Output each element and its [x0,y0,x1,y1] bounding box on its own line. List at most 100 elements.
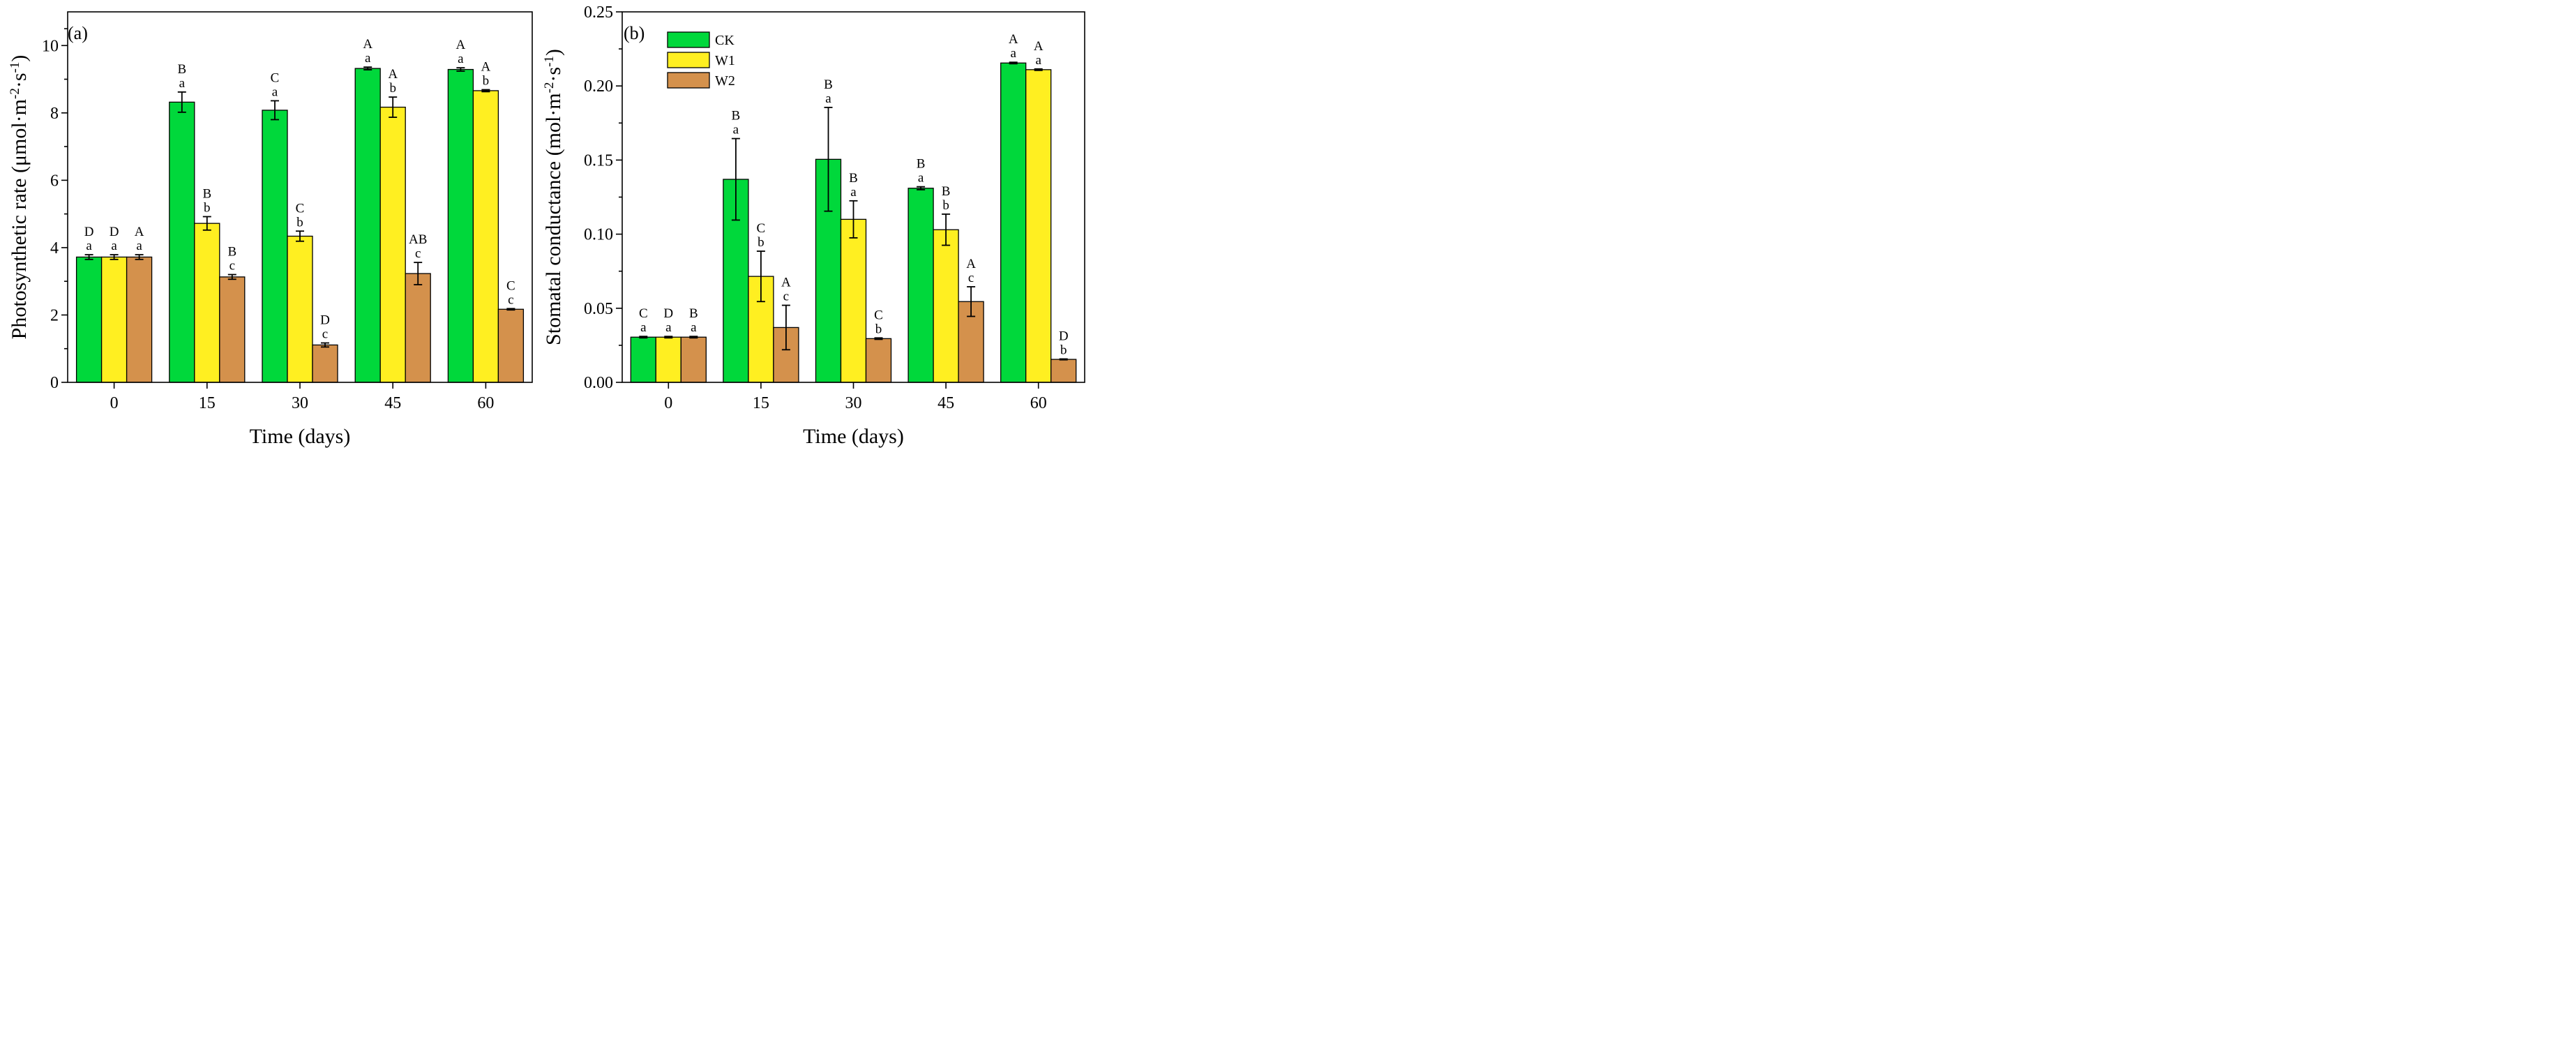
bar-w2 [219,276,246,383]
y-tick-label: 4 [50,239,59,257]
significance-letter-lower: b [875,322,882,336]
significance-letter-upper: C [296,201,305,216]
significance-letter-lower: b [389,81,396,96]
significance-letter-lower: b [204,200,211,215]
significance-letter-lower: b [296,215,303,230]
x-tick-label: 45 [937,394,954,412]
x-tick-label: 45 [384,394,401,412]
bar-ck [630,336,656,383]
significance-letter-upper: D [663,306,673,321]
panel-a-chart: 0246810aDaDaA0aBbBcB15aCbCcD30aAbAcAB45a… [8,11,533,448]
significance-letter-upper: D [1059,329,1069,343]
significance-letter-lower: a [1035,53,1041,68]
significance-letter-lower: a [111,239,117,253]
significance-letter-lower: a [179,76,186,91]
y-tick-label: 0.05 [584,300,613,318]
bar-w2 [865,338,892,383]
significance-letter-lower: a [691,320,697,335]
bar-w1 [933,229,959,383]
x-tick-label: 0 [664,394,672,412]
significance-letter-upper: A [1009,32,1018,47]
significance-letter-upper: C [757,221,766,236]
x-tick-label: 60 [1030,394,1047,412]
significance-letter-lower: b [1060,343,1067,357]
bar-w1 [194,223,220,383]
y-tick-label: 6 [50,172,59,190]
x-axis-title: Time (days) [803,425,904,448]
bar-w2 [1050,359,1077,383]
significance-letter-upper: A [966,257,976,271]
bar-w1 [379,106,406,383]
significance-letter-upper: A [1034,39,1044,54]
significance-letter-upper: A [363,37,372,52]
y-axis-title: Photosynthetic rate (μmol·m-2·s-1) [8,55,31,340]
x-tick-label: 15 [199,394,216,412]
significance-letter-upper: B [942,184,951,199]
significance-letter-lower: a [1010,46,1016,61]
bar-ck [354,68,381,383]
panel-b-chart: 0.000.050.100.150.200.25aCaDaB0aBbCcA15a… [542,3,1085,448]
figure: 0246810aDaDaA0aBbBcB15aCbCcD30aAbAcAB45a… [8,3,1085,448]
bar-ck [907,188,934,383]
significance-letter-upper: B [689,306,698,321]
bar-ck [262,110,288,383]
legend-label-w2: W2 [715,73,735,89]
panel-label: (b) [624,23,645,43]
significance-letter-lower: a [136,239,142,253]
bar-w1 [472,90,499,383]
bar-ck [75,256,103,383]
bar-w1 [100,256,128,383]
significance-letter-lower: c [968,271,974,285]
bar-ck [447,68,474,383]
significance-letter-lower: c [415,246,421,261]
significance-letter-lower: a [918,171,924,186]
significance-letter-upper: D [320,313,330,328]
significance-letter-upper: B [917,157,926,172]
significance-letter-lower: a [458,52,464,66]
bar-w1 [1025,69,1052,383]
bar-w2 [126,256,153,383]
x-axis-title: Time (days) [250,425,351,448]
y-tick-label: 2 [50,306,59,324]
y-tick-label: 10 [42,37,59,55]
y-tick-label: 0.00 [584,374,613,392]
significance-letter-lower: b [942,198,949,213]
significance-letter-upper: C [271,70,280,85]
x-tick-label: 60 [477,394,494,412]
bar-w2 [680,336,707,383]
y-tick-label: 0.15 [584,151,613,170]
significance-letter-upper: B [177,62,186,77]
y-tick-label: 0 [50,374,59,392]
significance-letter-lower: a [365,51,371,66]
bar-w1 [840,218,867,383]
significance-letter-lower: c [508,292,513,307]
bar-ck [1000,62,1027,383]
significance-letter-upper: A [481,60,491,75]
significance-letter-lower: b [758,235,764,250]
significance-letter-upper: A [781,276,791,290]
bar-ck [169,101,195,383]
y-tick-label: 8 [50,105,59,123]
significance-letter-upper: A [388,67,398,82]
x-tick-label: 30 [292,394,308,412]
significance-letter-upper: D [84,225,94,239]
legend-swatch-ck [667,31,710,48]
bar-ck [723,179,749,383]
legend-swatch-w1 [667,52,710,68]
y-tick-label: 0.25 [584,3,613,22]
significance-letter-lower: a [850,185,857,200]
significance-letter-upper: B [849,171,858,186]
legend: CK W1 W2 [667,31,735,89]
y-tick-label: 0.20 [584,77,613,96]
significance-letter-upper: D [110,225,119,239]
x-tick-label: 0 [110,394,119,412]
significance-letter-upper: B [227,245,236,260]
significance-letter-upper: B [202,186,211,201]
significance-letter-upper: C [639,306,648,321]
legend-label-w1: W1 [715,53,735,68]
legend-label-ck: CK [715,33,735,48]
legend-swatch-w2 [667,72,710,89]
panel-label: (a) [68,23,88,43]
significance-letter-lower: a [272,84,278,99]
significance-letter-lower: c [229,259,235,274]
